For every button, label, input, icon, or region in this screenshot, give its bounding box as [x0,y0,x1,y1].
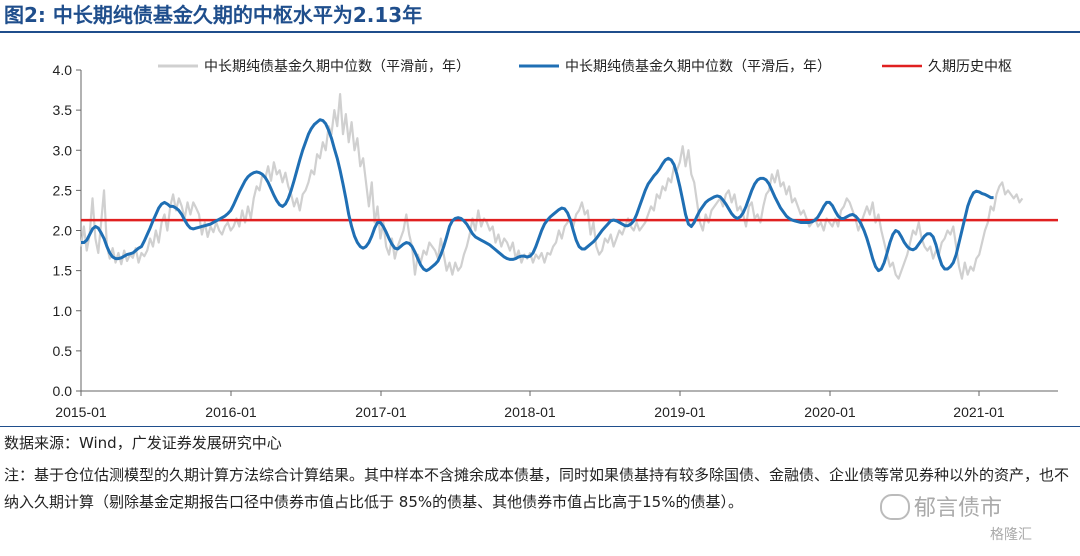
y-tick-label: 3.5 [53,102,73,118]
legend-label: 久期历史中枢 [928,59,1012,75]
y-tick-label: 3.0 [53,142,73,158]
duration-chart: 0.0 0.5 1.0 1.5 2.0 2.5 3.0 3.5 4.0 2015-01 2016-0… [53,58,1058,420]
x-tick-label: 2016-01 [205,404,257,420]
y-tick-label: 2.5 [53,182,73,198]
series-line-raw [79,92,1024,280]
y-tick-label: 0.5 [53,343,73,359]
data-source: 数据来源：Wind，广发证券发展研究中心 [4,434,282,452]
chart-series [79,92,1058,280]
footer-divider [0,426,1080,427]
series-line-smooth [81,118,994,273]
y-tick-label: 0.0 [53,383,73,399]
y-tick-label: 1.5 [53,263,73,279]
chart-title: 图2: 中长期纯债基金久期的中枢水平为2.13年 [4,3,423,27]
x-tick-label: 2021-01 [953,404,1005,420]
legend-label: 中长期纯债基金久期中位数（平滑前，年） [204,58,470,75]
legend-label: 中长期纯债基金久期中位数（平滑后，年） [565,58,831,75]
wechat-icon [880,494,910,520]
chart-axes: 0.0 0.5 1.0 1.5 2.0 2.5 3.0 3.5 4.0 2015-01 2016-0… [53,62,1058,420]
y-tick-label: 2.0 [53,223,73,239]
watermark-sub: 格隆汇 [990,527,1032,543]
x-tick-label: 2019-01 [654,404,706,420]
title-bar: 图2: 中长期纯债基金久期的中枢水平为2.13年 [0,0,1080,33]
x-tick-label: 2015-01 [55,404,107,420]
footnote: 注：基于仓位估测模型的久期计算方法综合计算结果。其中样本不含摊余成本债基，同时如… [4,466,1070,511]
y-tick-label: 1.0 [53,303,73,319]
x-tick-label: 2020-01 [804,404,856,420]
watermark: 郁言债市 格隆汇 [880,490,1070,550]
watermark-text: 郁言债市 [914,496,1003,521]
chart-legend: 中长期纯债基金久期中位数（平滑前，年） 中长期纯债基金久期中位数（平滑后，年） 久期… [158,58,1012,75]
title-divider [0,31,1080,33]
x-tick-label: 2017-01 [355,404,407,420]
y-tick-label: 4.0 [53,62,73,78]
x-tick-label: 2018-01 [504,404,556,420]
